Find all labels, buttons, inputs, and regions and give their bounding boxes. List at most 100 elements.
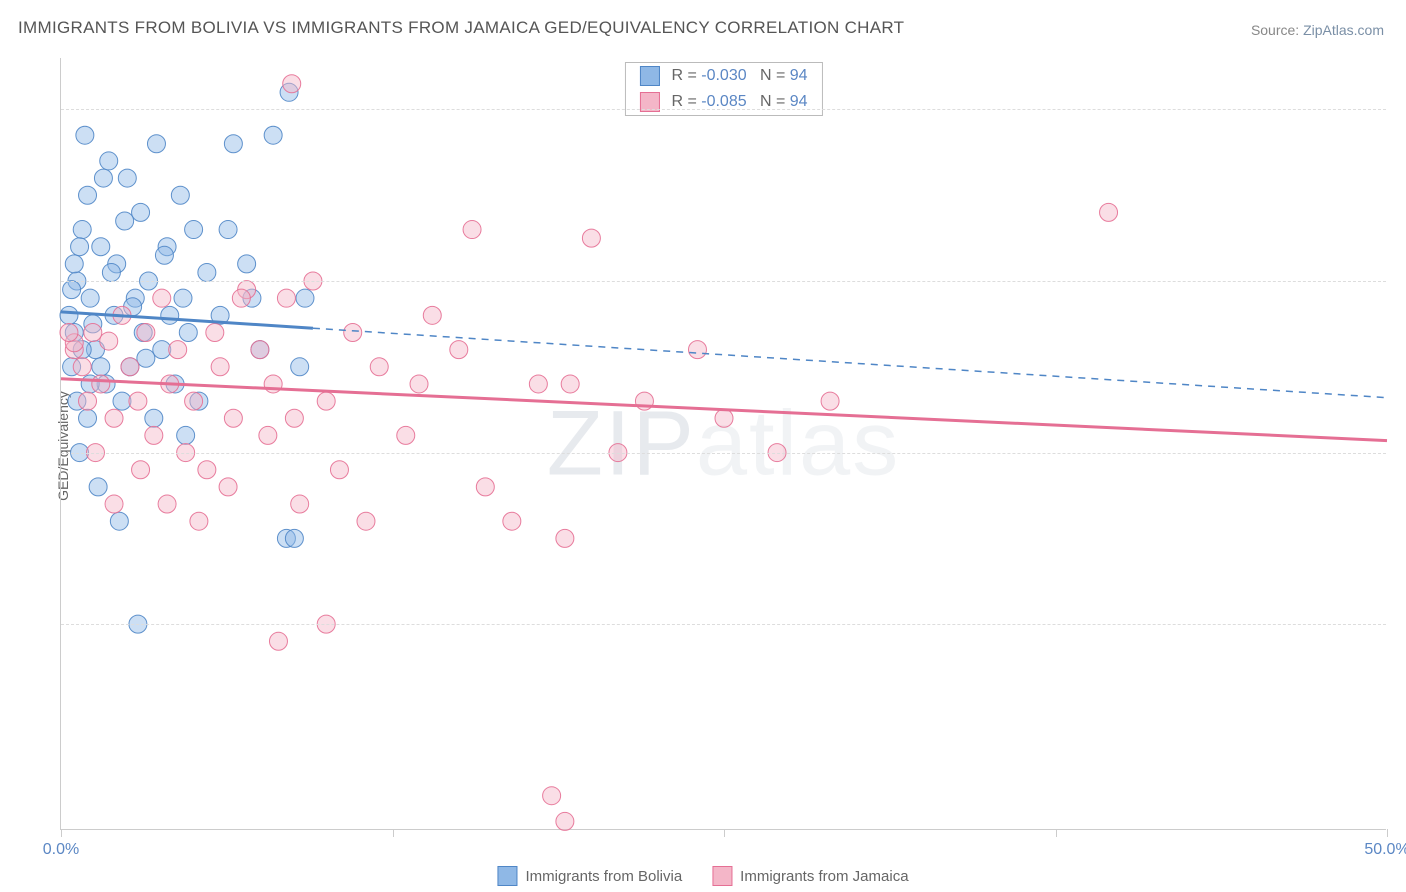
data-point-bolivia (92, 238, 110, 256)
x-tick (724, 829, 725, 837)
data-point-bolivia (71, 238, 89, 256)
data-point-bolivia (65, 255, 83, 273)
data-point-jamaica (450, 341, 468, 359)
data-point-jamaica (821, 392, 839, 410)
data-point-jamaica (211, 358, 229, 376)
data-point-bolivia (145, 409, 163, 427)
source-link[interactable]: ZipAtlas.com (1303, 22, 1384, 38)
x-tick (1387, 829, 1388, 837)
data-point-jamaica (259, 426, 277, 444)
gridline-h (61, 109, 1386, 110)
data-point-bolivia (60, 306, 78, 324)
data-point-bolivia (100, 152, 118, 170)
data-point-jamaica (190, 512, 208, 530)
data-point-bolivia (79, 409, 97, 427)
data-point-jamaica (357, 512, 375, 530)
data-point-jamaica (129, 392, 147, 410)
data-point-jamaica (543, 787, 561, 805)
data-point-jamaica (370, 358, 388, 376)
data-point-jamaica (1100, 203, 1118, 221)
data-point-bolivia (147, 135, 165, 153)
data-point-jamaica (73, 358, 91, 376)
legend-item-jamaica: Immigrants from Jamaica (712, 866, 908, 886)
data-point-jamaica (224, 409, 242, 427)
data-point-jamaica (330, 461, 348, 479)
data-point-bolivia (89, 478, 107, 496)
gridline-h (61, 624, 1386, 625)
data-point-jamaica (219, 478, 237, 496)
data-point-bolivia (179, 323, 197, 341)
data-point-jamaica (105, 409, 123, 427)
source-prefix: Source: (1251, 22, 1303, 38)
data-point-bolivia (185, 221, 203, 239)
svg-layer (61, 58, 1386, 829)
stats-text: R = -0.085 N = 94 (671, 93, 807, 111)
data-point-jamaica (185, 392, 203, 410)
legend-item-bolivia: Immigrants from Bolivia (497, 866, 682, 886)
data-point-jamaica (92, 375, 110, 393)
data-point-jamaica (582, 229, 600, 247)
data-point-jamaica (410, 375, 428, 393)
series-legend: Immigrants from Bolivia Immigrants from J… (497, 866, 908, 886)
data-point-bolivia (296, 289, 314, 307)
data-point-jamaica (423, 306, 441, 324)
gridline-h (61, 281, 1386, 282)
legend-swatch-bolivia (497, 866, 517, 886)
data-point-bolivia (94, 169, 112, 187)
data-point-bolivia (153, 341, 171, 359)
data-point-jamaica (344, 323, 362, 341)
data-point-bolivia (79, 186, 97, 204)
y-tick-label: 70.0% (1396, 615, 1406, 633)
data-point-bolivia (73, 221, 91, 239)
data-point-jamaica (169, 341, 187, 359)
data-point-jamaica (198, 461, 216, 479)
data-point-jamaica (285, 409, 303, 427)
x-tick (1056, 829, 1057, 837)
y-tick-label: 80.0% (1396, 444, 1406, 462)
trend-line-dashed-bolivia (313, 328, 1387, 397)
data-point-jamaica (105, 495, 123, 513)
data-point-jamaica (277, 289, 295, 307)
data-point-jamaica (84, 323, 102, 341)
correlation-legend: R = -0.030 N = 94 R = -0.085 N = 94 (624, 62, 822, 116)
data-point-jamaica (688, 341, 706, 359)
data-point-jamaica (206, 323, 224, 341)
data-point-jamaica (60, 323, 78, 341)
data-point-bolivia (155, 246, 173, 264)
data-point-bolivia (76, 126, 94, 144)
data-point-bolivia (92, 358, 110, 376)
y-tick-label: 100.0% (1396, 100, 1406, 118)
gridline-h (61, 453, 1386, 454)
swatch-bolivia (639, 66, 659, 86)
x-tick (393, 829, 394, 837)
data-point-bolivia (116, 212, 134, 230)
data-point-jamaica (397, 426, 415, 444)
stats-text: R = -0.030 N = 94 (671, 67, 807, 85)
stats-row-bolivia: R = -0.030 N = 94 (625, 63, 821, 89)
data-point-jamaica (100, 332, 118, 350)
source-attribution: Source: ZipAtlas.com (1251, 22, 1384, 38)
data-point-bolivia (110, 512, 128, 530)
data-point-bolivia (285, 529, 303, 547)
legend-label: Immigrants from Bolivia (525, 868, 682, 885)
y-tick-label: 90.0% (1396, 272, 1406, 290)
x-tick-label: 0.0% (43, 841, 79, 859)
data-point-bolivia (264, 126, 282, 144)
data-point-bolivia (81, 289, 99, 307)
data-point-bolivia (113, 392, 131, 410)
x-tick (61, 829, 62, 837)
data-point-bolivia (177, 426, 195, 444)
data-point-jamaica (269, 632, 287, 650)
data-point-jamaica (556, 529, 574, 547)
data-point-jamaica (561, 375, 579, 393)
data-point-jamaica (317, 392, 335, 410)
data-point-jamaica (79, 392, 97, 410)
data-point-jamaica (529, 375, 547, 393)
chart-container: IMMIGRANTS FROM BOLIVIA VS IMMIGRANTS FR… (0, 0, 1406, 892)
data-point-bolivia (161, 306, 179, 324)
data-point-bolivia (219, 221, 237, 239)
data-point-bolivia (63, 281, 81, 299)
data-point-bolivia (174, 289, 192, 307)
data-point-bolivia (132, 203, 150, 221)
data-point-jamaica (153, 289, 171, 307)
